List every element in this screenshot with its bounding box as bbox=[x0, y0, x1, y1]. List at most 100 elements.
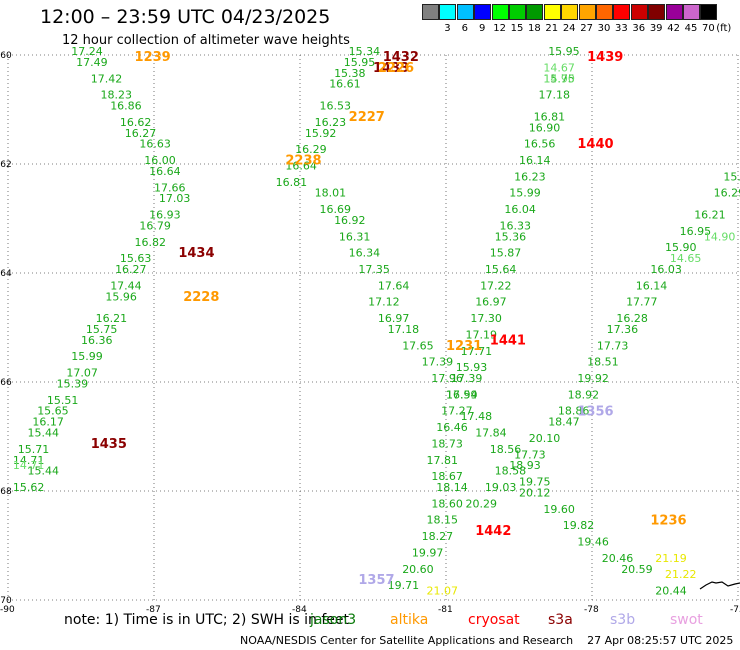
legend-swatch bbox=[596, 4, 613, 20]
satellite-s3a: s3a bbox=[548, 612, 573, 628]
legend-swatch bbox=[613, 4, 631, 20]
longitude-label: -81 bbox=[438, 605, 453, 615]
wave-height-value: 16.23 bbox=[315, 116, 347, 129]
wave-height-value: 17.03 bbox=[159, 192, 191, 205]
wave-height-value: 14.90 bbox=[704, 230, 736, 243]
legend-swatch bbox=[665, 4, 683, 20]
wave-height-value: 15.75 bbox=[543, 72, 575, 85]
legend-swatch bbox=[474, 4, 492, 20]
legend-swatch bbox=[561, 4, 579, 20]
wave-height-value: 20.44 bbox=[655, 585, 687, 598]
latitude-label: -62 bbox=[0, 160, 12, 170]
wave-height-value: 15.92 bbox=[305, 127, 337, 140]
wave-height-value: 17.84 bbox=[475, 427, 507, 440]
wave-height-value: 17.30 bbox=[470, 312, 502, 325]
longitude-label: -75 bbox=[730, 605, 740, 615]
legend-label: 12 bbox=[493, 23, 506, 34]
wave-height-value: 17.94 bbox=[446, 388, 478, 401]
wave-height-value: 16.53 bbox=[319, 100, 351, 113]
wave-height-value: 16.03 bbox=[650, 263, 682, 276]
wave-height-value: 17.77 bbox=[626, 296, 658, 309]
legend-swatch bbox=[422, 4, 439, 20]
satellite-jason3: jason3 bbox=[310, 612, 357, 628]
pass-time-label: 1236 bbox=[650, 513, 686, 528]
wave-height-value: 16.28 bbox=[616, 312, 648, 325]
wave-height-value: 16.00 bbox=[144, 154, 176, 167]
wave-height-value: 19.03 bbox=[485, 481, 517, 494]
wave-height-value: 17.36 bbox=[607, 323, 639, 336]
wave-height-value: 17.12 bbox=[368, 296, 400, 309]
wave-height-value: 17.44 bbox=[110, 279, 142, 292]
legend-label: 18 bbox=[528, 23, 541, 34]
satellite-altika: altika bbox=[390, 612, 429, 628]
wave-height-value: 17.49 bbox=[76, 56, 108, 69]
wave-height-value: 20.46 bbox=[602, 552, 634, 565]
legend-label: 30 bbox=[597, 23, 611, 34]
wave-height-value: 17.18 bbox=[538, 89, 570, 102]
legend-swatch bbox=[578, 4, 596, 20]
wave-height-value: 15.38 bbox=[334, 67, 366, 80]
wave-height-value: 17.81 bbox=[427, 454, 459, 467]
footer-timestamp: 27 Apr 08:25:57 UTC 2025 bbox=[587, 634, 734, 647]
legend-swatch bbox=[526, 4, 544, 20]
wave-height-value: 16.29 bbox=[295, 143, 327, 156]
latitude-label: -64 bbox=[0, 269, 12, 279]
pass-time-label: 2228 bbox=[183, 290, 219, 305]
wave-height-value: 21.07 bbox=[427, 585, 459, 598]
legend-swatch bbox=[509, 4, 526, 20]
wave-height-value: 15.99 bbox=[509, 187, 541, 200]
footer: NOAA/NESDIS Center for Satellite Applica… bbox=[240, 634, 733, 647]
legend-swatch bbox=[648, 4, 666, 20]
wave-height-value: 18.14 bbox=[436, 481, 468, 494]
pass-time-label: 1441 bbox=[490, 333, 526, 348]
wave-height-value: 17.42 bbox=[91, 72, 123, 85]
footer-source: NOAA/NESDIS Center for Satellite Applica… bbox=[240, 634, 574, 647]
wave-height-value: 16.81 bbox=[276, 176, 308, 189]
map-title: 12:00 – 23:59 UTC 04/23/2025 bbox=[40, 6, 331, 28]
wave-height-value: 16.97 bbox=[475, 296, 507, 309]
wave-height-value: 16.64 bbox=[285, 159, 317, 172]
wave-height-value: 16.14 bbox=[636, 279, 668, 292]
legend-label: 70 bbox=[702, 23, 715, 34]
wave-height-value: 16.82 bbox=[135, 236, 167, 249]
wave-height-value: 17.64 bbox=[378, 279, 410, 292]
latitude-label: -60 bbox=[0, 51, 12, 61]
wave-height-value: 17.07 bbox=[66, 367, 98, 380]
wave-height-value: 15.65 bbox=[37, 405, 68, 418]
satellite-s3b: s3b bbox=[610, 612, 636, 628]
wave-height-value: 14.90 bbox=[543, 72, 575, 85]
wave-height-value: 19.82 bbox=[563, 519, 595, 532]
legend-label: 21 bbox=[545, 23, 559, 34]
wave-height-value: 18.67 bbox=[431, 470, 463, 483]
wave-height-value: 18.23 bbox=[100, 89, 132, 102]
latitude-label: -66 bbox=[0, 378, 12, 388]
wave-height-value: 18.15 bbox=[427, 514, 459, 527]
wave-height-value: 20.59 bbox=[621, 563, 653, 576]
latitude-label: -70 bbox=[0, 596, 12, 606]
wave-height-value: 15.44 bbox=[27, 427, 59, 440]
wave-height-value: 16.63 bbox=[139, 138, 171, 151]
longitude-label: -90 bbox=[0, 605, 15, 615]
wave-height-value: 16.92 bbox=[334, 214, 366, 227]
longitude-label: -78 bbox=[584, 605, 599, 615]
wave-height-value: 17.22 bbox=[480, 279, 512, 292]
wave-height-value: 17.35 bbox=[358, 263, 390, 276]
wave-height-value: 16.23 bbox=[514, 170, 546, 183]
wave-height-value: 20.12 bbox=[519, 486, 551, 499]
wave-height-value: 16.81 bbox=[534, 110, 566, 123]
pass-time-label: 1432 bbox=[383, 50, 419, 65]
pass-time-label: 1231 bbox=[446, 339, 482, 354]
legend-label: 33 bbox=[615, 23, 628, 34]
wave-height-value: 18.73 bbox=[431, 437, 463, 450]
legend-label: 6 bbox=[461, 23, 468, 34]
wave-height-value: 14.67 bbox=[543, 61, 575, 74]
wave-height-value: 16.27 bbox=[125, 127, 157, 140]
coastline bbox=[699, 581, 740, 590]
pass-time-label: 2227 bbox=[349, 110, 385, 125]
legend-label: 36 bbox=[632, 23, 646, 34]
legend-label: 3 bbox=[444, 23, 451, 34]
wave-height-value: 20.29 bbox=[465, 497, 497, 510]
wave-height-value: 18.93 bbox=[509, 459, 541, 472]
wave-height-value: 18.01 bbox=[315, 187, 347, 200]
